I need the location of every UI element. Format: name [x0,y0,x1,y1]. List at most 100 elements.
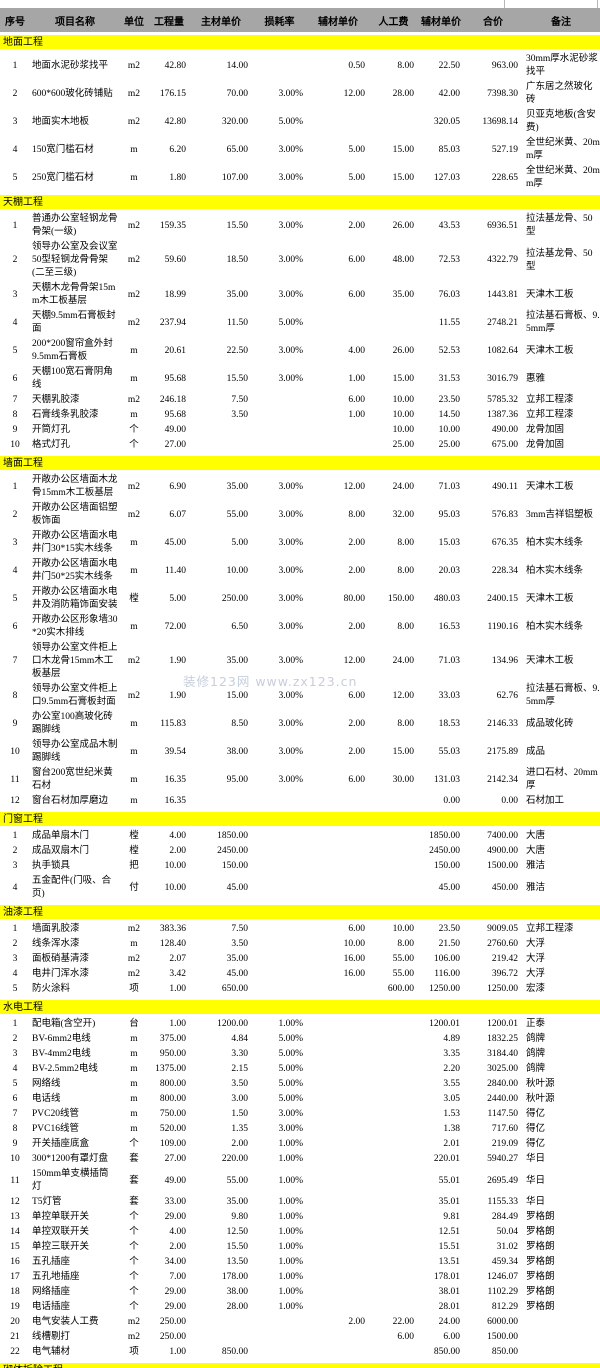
section-title: 砌体拆除工程 [0,1360,600,1368]
cell-quantity: 1.90 [169,690,186,701]
table-row: 22 电气辅材 项 1.00 850.00 850.00 850.00 [0,1345,600,1362]
header-row: 序号 项目名称 单位 工程量 主材单价 损耗率 辅材单价 人工费 辅材单价 合价 备注 [0,8,600,34]
table-row: 3 面板硝基清漆 m2 2.07 35.00 16.00 55.00 106.00 219.42… [0,952,600,967]
cell-note: 得亿 [526,1109,546,1119]
cell-note: 成品玻化砖 [526,718,574,729]
cell-total-price: 50.04 [496,1227,518,1237]
section-row: 砌体拆除工程 [0,1360,600,1368]
cell-aux-material-price-2: 15.03 [438,537,460,548]
cell-main-material-price: 3.30 [231,1049,248,1059]
cell-item-name: 执手锁具 [32,861,71,871]
cell-total-price: 1500.00 [487,861,518,871]
cell-total-price: 490.11 [492,481,518,492]
cell-quantity: 750.00 [159,1109,186,1119]
cell-item-name: 电气安装人工费 [32,1317,99,1327]
cell-labor-fee [369,1210,418,1225]
cell-labor-fee [369,108,418,136]
table-row: 1 成品单扇木门 樘 4.00 1850.00 1850.00 7400.00 大唐 [0,828,600,845]
cell-unit: m [130,1109,138,1119]
cell-no: 6 [12,1094,18,1104]
cell-no: 7 [12,1109,18,1119]
cell-total-price: 284.49 [491,1212,518,1222]
cell-loss-rate [252,1345,307,1362]
cell-loss-rate: 1.00% [278,1175,303,1186]
cell-aux-material-price-2: 178.01 [433,1272,460,1282]
cell-labor-fee [369,1300,418,1315]
budget-table: 序号 项目名称 单位 工程量 主材单价 损耗率 辅材单价 人工费 辅材单价 合价 备注 地面工程 1 地… [0,8,600,1368]
cell-note: 秋叶源 [526,1094,555,1104]
cell-aux-material-price [307,844,369,859]
cell-quantity: 42.80 [164,116,186,127]
cell-note: 华日 [526,1175,546,1186]
cell-labor-fee [369,1225,418,1240]
cell-unit: m [130,172,138,183]
cell-note: 雅洁 [526,861,546,871]
cell-quantity: 29.00 [164,1287,186,1297]
cell-main-material-price: 2.00 [231,1139,248,1149]
cell-note: 华日 [526,1197,546,1207]
section-row: 门窗工程 [0,809,600,829]
cell-loss-rate [252,921,307,938]
cell-aux-material-price-2: 42.00 [438,88,460,99]
cell-aux-material-price: 6.00 [348,255,365,265]
table-row: 18 网络插座 个 29.00 38.00 1.00% 38.01 1102.29 罗格朗 [0,1285,600,1300]
cell-quantity: 375.00 [159,1034,186,1044]
cell-aux-material-price-2: 3.35 [443,1049,460,1059]
cell-quantity: 16.35 [164,774,186,785]
cell-item-name: 五孔地插座 [32,1272,80,1282]
cell-total-price: 675.00 [491,440,518,450]
cell-note: 天津木工板 [526,289,574,300]
cell-main-material-price: 5.00 [231,537,248,548]
table-row: 2 开敞办公区墙面铝塑板饰面 m2 6.07 55.00 3.00% 8.00 32.00 95… [0,501,600,529]
cell-unit: m2 [127,60,141,71]
cell-aux-material-price [307,1255,369,1270]
cell-no: 2 [12,1034,18,1044]
cell-no: 21 [10,1332,20,1342]
cell-unit: 套 [129,1175,139,1186]
cell-aux-material-price-2: 480.03 [433,593,460,604]
cell-item-name: 开敞办公区墙面水电井门30*15实木线条 [32,531,118,554]
cell-no: 3 [12,861,18,871]
cell-no: 1 [12,924,18,934]
table-row: 1 地面水泥砂浆找平 m2 42.80 14.00 0.50 8.00 22.50 963.00… [0,51,600,81]
cell-note: 贝亚克地板(含安费) [526,110,596,133]
cell-total-price: 490.00 [491,425,518,435]
table-row: 15 单控三联开关 个 2.00 15.50 1.00% 15.51 31.02 罗格朗 [0,1240,600,1255]
cell-aux-material-price: 6.00 [348,924,365,934]
cell-labor-fee: 15.00 [392,373,414,384]
cell-note: 天津木工板 [526,345,574,356]
cell-total-price: 1250.00 [487,984,518,994]
cell-main-material-price: 650.00 [221,984,248,994]
cell-aux-material-price-2: 55.03 [438,746,460,757]
cell-item-name: 开筒灯孔 [32,425,71,435]
cell-main-material-price: 1.50 [231,1109,248,1119]
cell-quantity: 16.35 [164,796,186,806]
cell-loss-rate [252,844,307,859]
cell-no: 6 [12,621,18,632]
cell-aux-material-price-2: 106.00 [433,954,460,964]
cell-loss-rate: 3.00% [278,88,303,99]
cell-aux-material-price-2: 52.53 [438,345,460,356]
cell-main-material-price: 15.50 [226,1242,248,1252]
cell-unit: 樘 [129,846,139,856]
cell-aux-material-price-2: 24.00 [438,1317,460,1327]
cell-aux-material-price: 16.00 [343,954,365,964]
cell-item-name: 200*200窗帘盒外封9.5mm石膏板 [32,339,113,362]
cell-labor-fee [369,1270,418,1285]
cell-note: 拉法基龙骨、50型 [526,248,593,272]
cell-unit: 项 [129,984,139,994]
cell-no: 10 [10,746,20,757]
cell-main-material-price: 70.00 [226,88,248,99]
cell-quantity: 1.00 [169,1347,186,1357]
cell-unit: 个 [129,1227,139,1237]
cell-unit: 个 [129,1139,139,1149]
cell-unit: m2 [127,395,141,405]
cell-loss-rate: 5.00% [278,317,303,328]
cell-aux-material-price: 1.00 [348,373,365,384]
cell-labor-fee [369,1285,418,1300]
cell-loss-rate: 1.00% [278,1197,303,1207]
cell-labor-fee [369,1152,418,1167]
cell-no: 15 [10,1242,20,1252]
cell-item-name: 电井门浑水漆 [32,969,90,979]
cell-aux-material-price-2: 220.01 [433,1154,460,1164]
